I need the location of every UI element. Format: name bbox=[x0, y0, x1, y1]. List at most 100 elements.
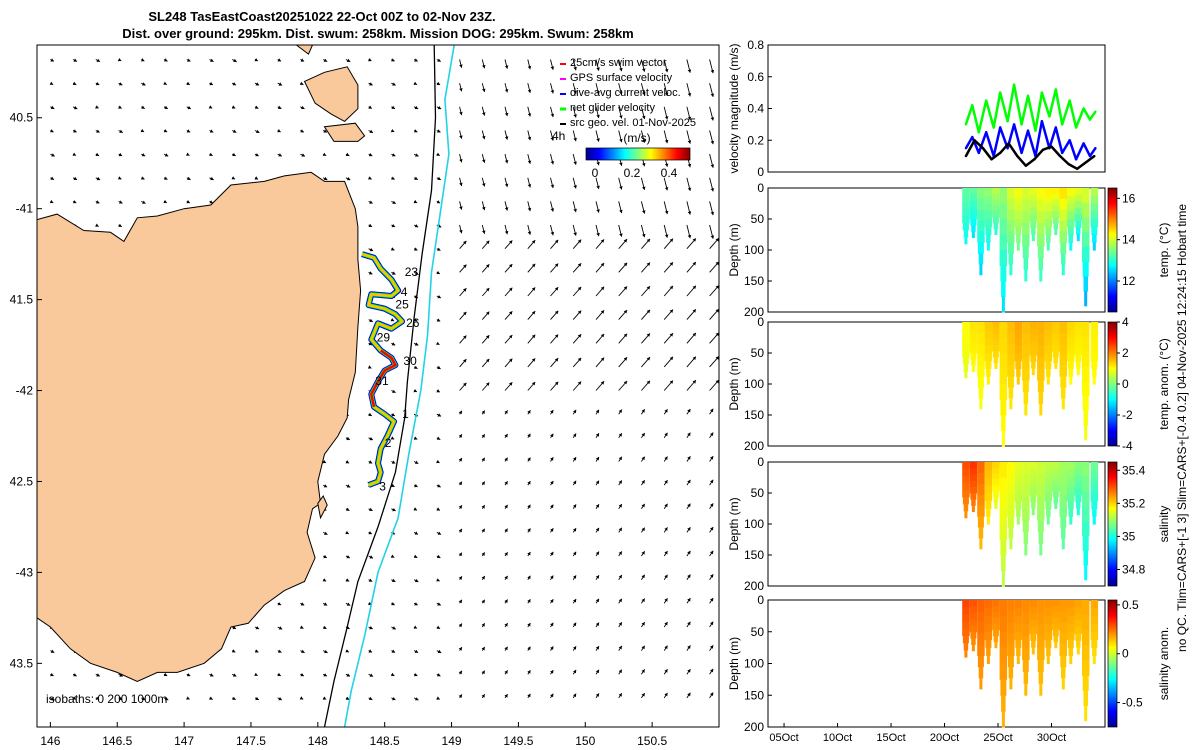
section-profile-cell bbox=[1014, 195, 1023, 205]
current-vector-head bbox=[664, 622, 668, 626]
section-profile-cell bbox=[1067, 500, 1074, 510]
current-vector-head bbox=[664, 692, 668, 697]
section-profile-cell bbox=[1076, 368, 1080, 376]
current-vector-head bbox=[504, 112, 509, 117]
current-vector-head bbox=[277, 602, 282, 606]
section-profile-cell bbox=[977, 462, 985, 474]
section-profile-cell bbox=[1067, 477, 1075, 486]
current-vector-head bbox=[504, 481, 508, 485]
current-vector-head bbox=[596, 162, 600, 166]
current-vector-head bbox=[482, 88, 486, 92]
velocity-point bbox=[977, 131, 980, 134]
section-profile-cell bbox=[992, 217, 999, 224]
current-vector-head bbox=[596, 67, 600, 71]
velocity-point bbox=[1040, 91, 1044, 94]
current-vector-head bbox=[414, 649, 419, 653]
section-profile-cell bbox=[1091, 500, 1098, 510]
section-profile-cell bbox=[1044, 469, 1053, 479]
section-profile-cell bbox=[1001, 570, 1005, 587]
current-vector-head bbox=[256, 129, 260, 133]
section-profile-cell bbox=[1090, 195, 1099, 205]
current-vector-head bbox=[692, 285, 696, 290]
section-profile-cell bbox=[1075, 354, 1082, 362]
legend-gps-velocity: GPS surface velocity bbox=[570, 72, 673, 84]
current-vector-head bbox=[550, 575, 554, 579]
section-profile-cell bbox=[1091, 360, 1098, 370]
section-profile-cell bbox=[962, 489, 970, 498]
current-vector-head bbox=[573, 457, 577, 461]
velocity-point bbox=[999, 151, 1002, 155]
section-profile-cell bbox=[1007, 633, 1015, 645]
section-profile-cell bbox=[1037, 333, 1045, 346]
section-profile-cell bbox=[1061, 538, 1065, 550]
current-vector-head bbox=[710, 550, 714, 555]
section-profile-cell bbox=[1082, 336, 1090, 352]
current-vector-head bbox=[95, 105, 99, 109]
section-profile-cell bbox=[1022, 600, 1030, 613]
section-y-tick-label: 0 bbox=[757, 593, 764, 607]
current-vector-head bbox=[486, 264, 490, 268]
section-profile-cell bbox=[984, 203, 993, 212]
section-profile-cell bbox=[1067, 345, 1075, 354]
current-vector-head bbox=[687, 503, 691, 508]
current-vector-head bbox=[299, 696, 304, 700]
current-vector-head bbox=[642, 233, 646, 238]
section-profile-cell bbox=[1001, 415, 1006, 431]
section-profile-cell bbox=[999, 353, 1008, 369]
current-vector-head bbox=[369, 673, 374, 677]
section-profile-cell bbox=[1074, 620, 1082, 628]
section-profile-cell bbox=[969, 334, 978, 342]
current-vector-head bbox=[573, 551, 577, 556]
section-y-tick-label: 50 bbox=[751, 625, 765, 639]
section-profile-cell bbox=[1016, 234, 1021, 243]
section-profile-cell bbox=[1022, 211, 1030, 224]
section-profile-cell bbox=[1029, 328, 1038, 336]
section-y-tick-label: 200 bbox=[744, 305, 764, 319]
section-profile-cell bbox=[1016, 368, 1021, 377]
section-profile-cell bbox=[1082, 202, 1090, 218]
section-y-tick-label: 100 bbox=[744, 517, 764, 531]
section-profile-cell bbox=[964, 370, 968, 379]
current-vector-head bbox=[141, 176, 145, 180]
current-vector-head bbox=[509, 311, 513, 315]
current-vector-head bbox=[504, 65, 509, 69]
current-vector-head bbox=[482, 135, 486, 140]
section-profile-cell bbox=[999, 631, 1008, 649]
current-vector-head bbox=[50, 129, 54, 133]
current-vector-head bbox=[323, 484, 328, 488]
current-vector-head bbox=[463, 264, 467, 268]
velocity-point bbox=[999, 91, 1002, 94]
current-vector-head bbox=[322, 460, 327, 464]
current-vector-head bbox=[95, 152, 99, 156]
map-x-tick-label: 146.5 bbox=[102, 734, 132, 748]
current-vector-head bbox=[550, 410, 554, 414]
section-profile-cell bbox=[1037, 345, 1045, 358]
section-profile-cell bbox=[1001, 711, 1005, 728]
section-profile-cell bbox=[999, 250, 1008, 266]
legend-src-geo-velocity: src geo. vel. 01-Nov-2025 bbox=[570, 117, 696, 129]
current-vector-head bbox=[664, 210, 669, 215]
section-profile-cell bbox=[1022, 368, 1030, 381]
section-profile-cell bbox=[971, 499, 976, 506]
section-profile-cell bbox=[963, 503, 969, 512]
section-profile-cell bbox=[1037, 368, 1045, 381]
current-vector-head bbox=[231, 649, 236, 653]
section-profile-cell bbox=[1069, 516, 1073, 525]
day-label: 3 bbox=[379, 480, 386, 494]
current-vector-head bbox=[118, 82, 123, 86]
current-vector-head bbox=[392, 389, 396, 393]
current-vector-head bbox=[278, 153, 282, 157]
section-profile-cell bbox=[1014, 607, 1023, 617]
section-profile-cell bbox=[1076, 640, 1081, 648]
section-profile-cell bbox=[969, 480, 978, 488]
section-profile-cell bbox=[1052, 345, 1060, 352]
velocity-point bbox=[971, 104, 974, 107]
current-vector-head bbox=[710, 503, 714, 507]
section-profile-cell bbox=[999, 524, 1008, 540]
current-vector-head bbox=[413, 129, 418, 133]
current-vector-head bbox=[715, 356, 719, 360]
section-profile-cell bbox=[1060, 516, 1067, 528]
current-vector-head bbox=[300, 58, 305, 62]
section-profile-cell bbox=[1031, 234, 1035, 242]
section-profile-cell bbox=[1052, 600, 1060, 607]
